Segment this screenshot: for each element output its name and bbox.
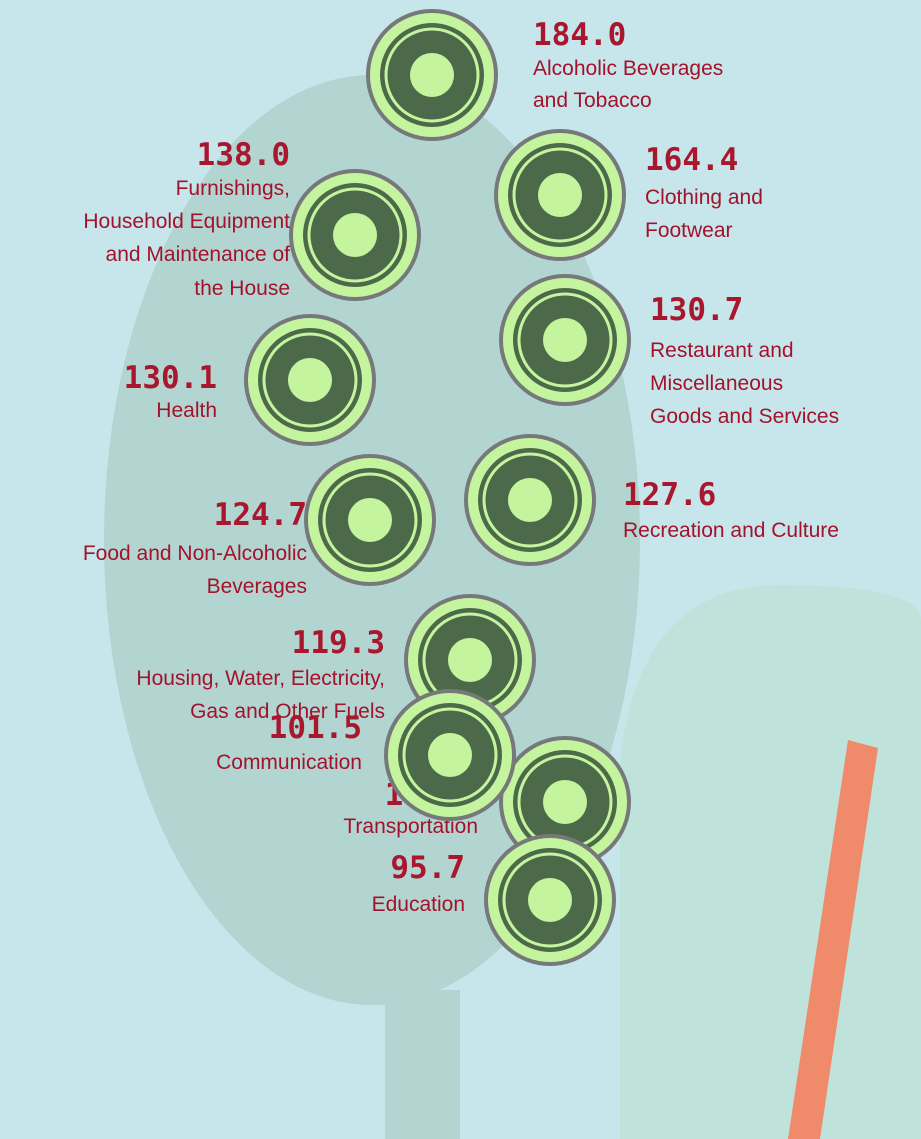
- value: 101.5: [269, 710, 362, 746]
- bush: [620, 585, 921, 1139]
- value: 130.1: [124, 360, 217, 396]
- tree-trunk: [385, 990, 460, 1139]
- icon-inner: [384, 27, 480, 123]
- icon-glyph: [428, 733, 472, 777]
- items: 184.0 Alcoholic Beverages and Tobacco 164.4…: [83, 9, 839, 966]
- label: Food and Non-Alcoholic: [83, 542, 307, 565]
- value: 127.6: [623, 477, 716, 513]
- label: the House: [194, 277, 290, 300]
- label: and Tobacco: [533, 89, 652, 112]
- label: Footwear: [645, 219, 733, 242]
- label: Goods and Services: [650, 405, 839, 428]
- value: 164.4: [645, 142, 738, 178]
- label: Household Equipment: [83, 210, 290, 233]
- label: and Maintenance of: [106, 243, 291, 266]
- label: Restaurant and: [650, 339, 794, 362]
- label: Miscellaneous: [650, 372, 783, 395]
- label: Communication: [216, 751, 362, 774]
- value: 130.7: [650, 292, 743, 328]
- icon-glyph: [448, 638, 492, 682]
- icon-glyph: [543, 780, 587, 824]
- label: Furnishings,: [176, 177, 290, 200]
- value: 138.0: [197, 137, 290, 173]
- value: 184.0: [533, 17, 626, 53]
- icon-glyph: [333, 213, 377, 257]
- icon-inner: [262, 332, 358, 428]
- label: Housing, Water, Electricity,: [136, 667, 385, 690]
- icon-glyph: [528, 878, 572, 922]
- label: Alcoholic Beverages: [533, 57, 723, 80]
- icon-glyph: [348, 498, 392, 542]
- icon-inner: [402, 707, 498, 803]
- icon-glyph: [543, 318, 587, 362]
- label: Beverages: [207, 575, 307, 598]
- label: Clothing and: [645, 186, 763, 209]
- label: Health: [156, 399, 217, 422]
- icon-glyph: [288, 358, 332, 402]
- icon-glyph: [410, 53, 454, 97]
- label: Gas and Other Fuels: [190, 700, 385, 723]
- icon-inner: [307, 187, 403, 283]
- label: Recreation and Culture: [623, 519, 839, 542]
- icon-inner: [482, 452, 578, 548]
- icon-inner: [512, 147, 608, 243]
- value: 124.7: [214, 497, 307, 533]
- icon-glyph: [508, 478, 552, 522]
- icon-inner: [502, 852, 598, 948]
- value: 119.3: [292, 625, 385, 661]
- value: 95.7: [390, 850, 465, 886]
- icon-glyph: [538, 173, 582, 217]
- label: Education: [372, 893, 465, 916]
- icon-inner: [322, 472, 418, 568]
- icon-inner: [517, 292, 613, 388]
- stick: [788, 740, 878, 1139]
